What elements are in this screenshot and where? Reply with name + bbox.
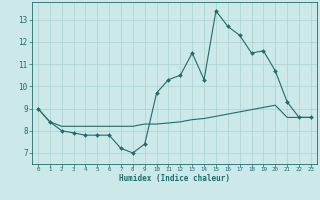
X-axis label: Humidex (Indice chaleur): Humidex (Indice chaleur) xyxy=(119,174,230,183)
